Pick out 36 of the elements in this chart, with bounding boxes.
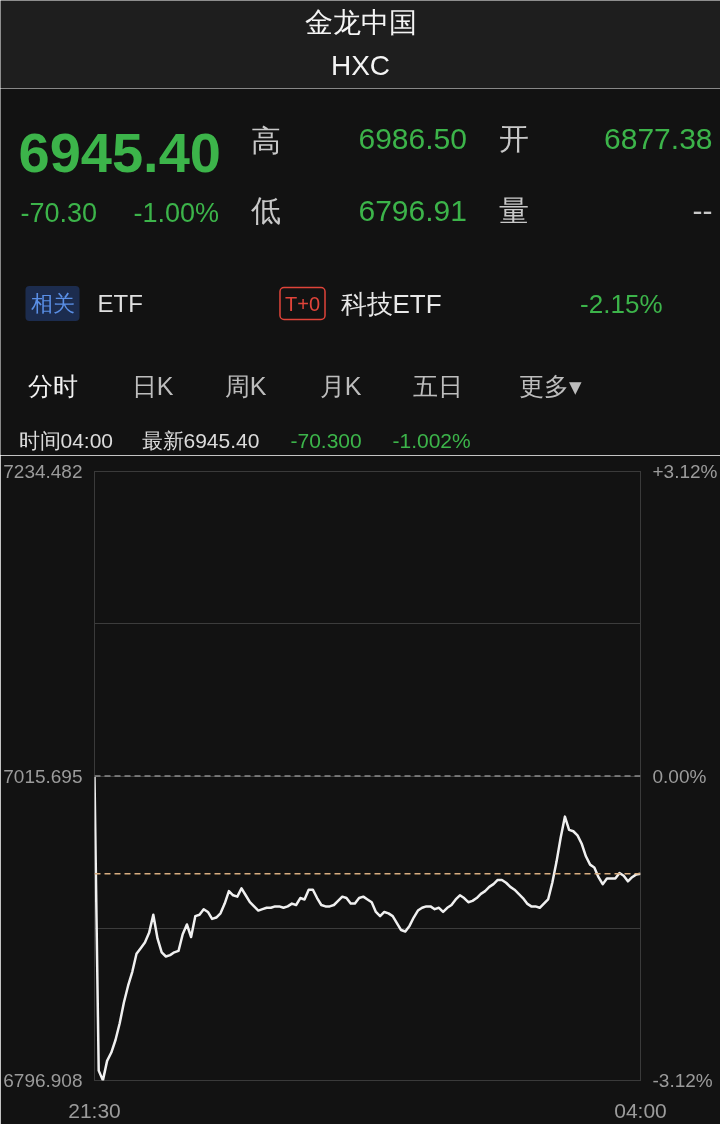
text: -70.30 xyxy=(20,198,98,228)
text: 6877.38 xyxy=(604,121,713,155)
text: -- xyxy=(692,193,713,227)
y2-tick-label: 0.00% xyxy=(652,765,707,787)
text: -2.15% xyxy=(580,288,663,319)
text: 最新6945.40 xyxy=(141,429,260,452)
text: 低 xyxy=(250,194,281,227)
text: -1.002% xyxy=(392,429,471,452)
x-tick-label: 21:30 xyxy=(68,1098,121,1122)
x-tick-label: 04:00 xyxy=(614,1098,667,1122)
text: -70.300 xyxy=(290,428,362,452)
text: 相关 xyxy=(30,291,75,316)
y2-tick-label: +3.12% xyxy=(652,461,718,482)
text: 月K xyxy=(319,371,362,400)
y-tick-label: 7234.482 xyxy=(3,461,83,482)
y-tick-label: 7015.695 xyxy=(3,765,83,787)
text: 日K xyxy=(131,371,174,400)
text: 更多▾ xyxy=(519,371,582,400)
text: -1.00% xyxy=(133,197,220,228)
text: ETF xyxy=(97,290,143,317)
chart-subtitle: HXC xyxy=(330,50,391,81)
text: 量 xyxy=(498,194,529,227)
y-tick-label: 6796.908 xyxy=(3,1070,83,1091)
text: 五日 xyxy=(412,371,463,400)
text: 周K xyxy=(224,371,267,400)
chart-title: 金龙中国 xyxy=(304,7,417,38)
text: 开 xyxy=(498,122,529,155)
text: 6796.91 xyxy=(358,193,467,227)
y2-tick-label: -3.12% xyxy=(652,1070,713,1091)
text: T+0 xyxy=(284,292,321,315)
text: 6945.40 xyxy=(18,120,221,184)
text: 分时 xyxy=(27,371,78,400)
text: 高 xyxy=(250,124,281,157)
text: 时间04:00 xyxy=(18,429,114,452)
text: 科技ETF xyxy=(340,288,442,319)
text: 6986.50 xyxy=(358,121,467,155)
